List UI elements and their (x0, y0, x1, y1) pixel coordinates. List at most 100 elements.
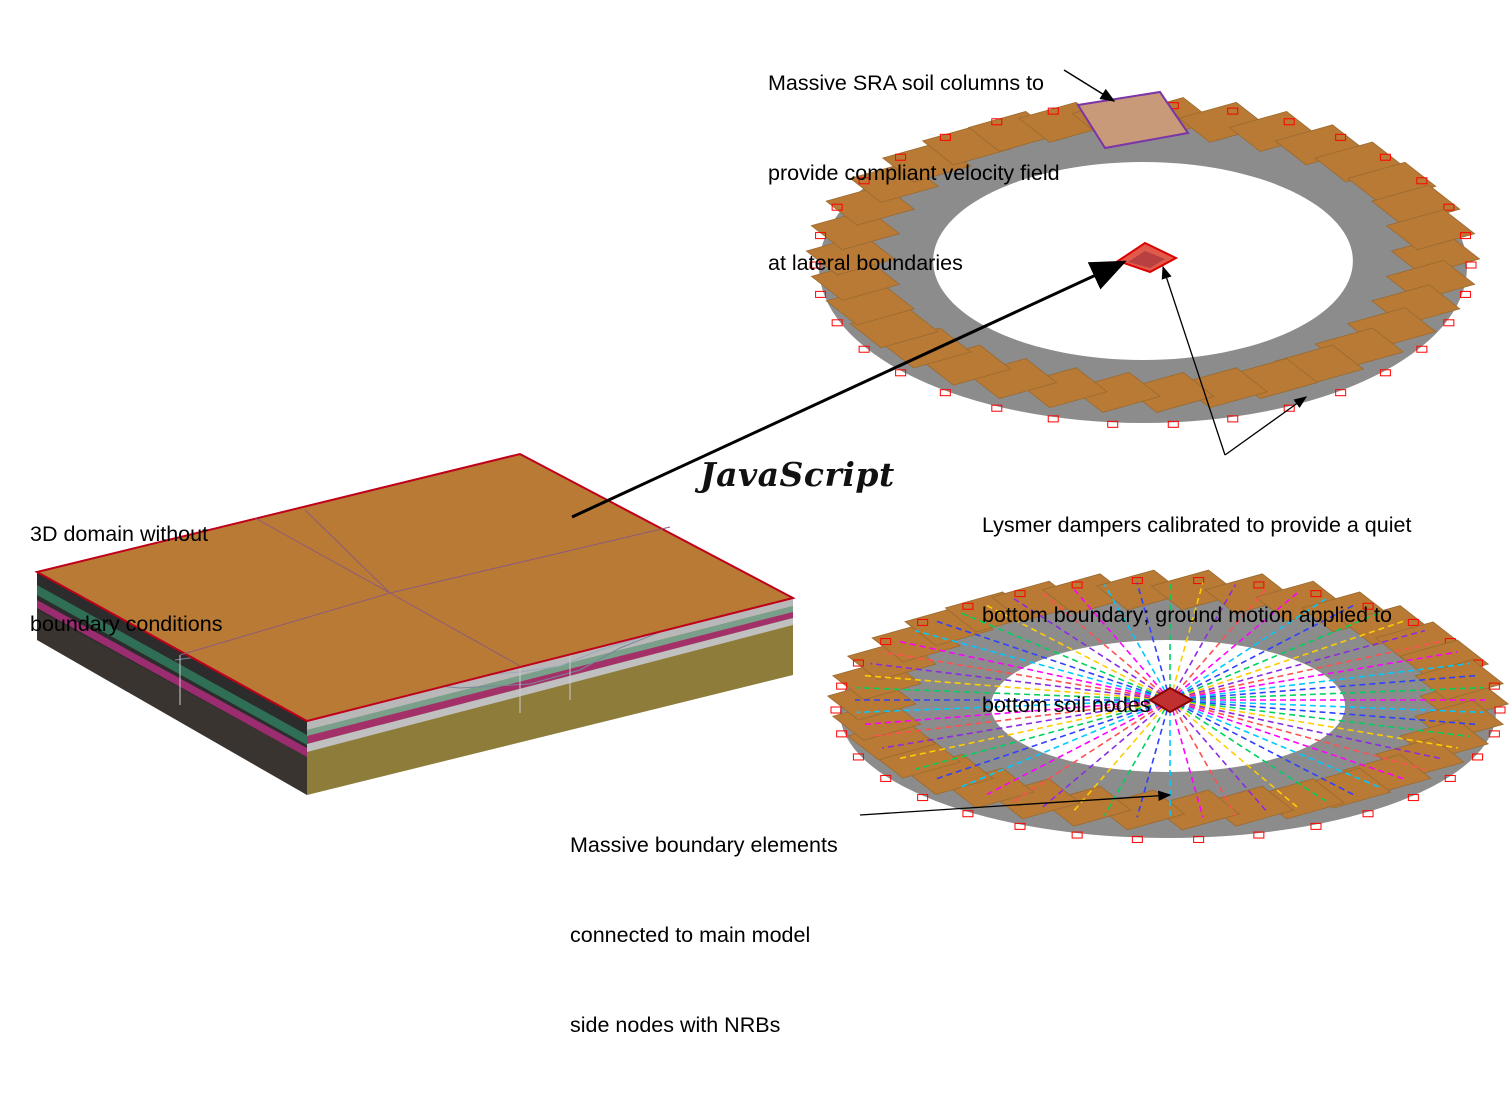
lysmer-damper (1465, 261, 1477, 269)
lysmer-label: Lysmer dampers calibrated to provide a q… (982, 450, 1411, 780)
lysmer-damper (1253, 581, 1265, 589)
lysmer-damper (1379, 369, 1391, 377)
lysmer-damper (1488, 730, 1500, 738)
nrb-link (1169, 651, 1458, 701)
soil-column-top (1125, 371, 1215, 413)
lysmer-damper (852, 753, 864, 761)
arrow-sra-label (1063, 69, 1116, 102)
lysmer-damper (1253, 831, 1265, 839)
nrb-link (1169, 629, 1426, 701)
lysmer-damper (1283, 118, 1295, 126)
lysmer-damper (939, 389, 951, 397)
main-model-footprint-top (1115, 241, 1179, 274)
lysmer-damper (836, 682, 848, 690)
lysmer-damper (858, 177, 870, 185)
nrb-link (1169, 699, 1470, 738)
nrb-link (1169, 611, 1382, 701)
lysmer-damper (895, 369, 907, 377)
nrb-link (1012, 597, 1171, 701)
lysmer-damper (962, 602, 974, 610)
sra-highlighted-column (1076, 90, 1190, 150)
nrb-link (1169, 699, 1237, 816)
nrb-link (1169, 620, 1405, 701)
nrb-link (882, 699, 1171, 749)
nrb-link (958, 699, 1171, 789)
nrb-connector-lines (855, 582, 1485, 818)
nrb-link (1169, 699, 1356, 797)
lysmer-damper (1407, 618, 1419, 626)
nrb-link (1169, 699, 1299, 809)
domain-3d-line-1: 3D domain without (30, 522, 209, 546)
nrb-link (1169, 699, 1458, 749)
nrb-link (1169, 699, 1443, 760)
center-watermark-word: JavaScript (700, 455, 895, 494)
lysmer-damper (1310, 590, 1322, 598)
nrb-link (1012, 699, 1171, 803)
lysmer-damper (1227, 415, 1239, 423)
lysmer-damper (939, 133, 951, 141)
sra-line-1: Massive SRA soil columns to (768, 71, 1045, 95)
lysmer-damper (1488, 682, 1500, 690)
nrb-link (914, 699, 1171, 771)
nrb-link (984, 603, 1171, 701)
nrb-link (882, 651, 1171, 701)
arrow-lysmer-label (1161, 265, 1308, 456)
boundary-element-ring (826, 569, 1510, 843)
lysmer-damper (1167, 420, 1179, 428)
nrb-link (1169, 587, 1268, 701)
sra-line-2: provide compliant velocity field (768, 161, 1060, 185)
lysmer-damper (1193, 577, 1205, 585)
domain-3d-label: 3D domain without boundary conditions (30, 459, 222, 699)
lysmer-damper (962, 810, 974, 818)
nrb-link (861, 699, 1171, 726)
soil-domain-3d (34, 452, 796, 795)
lysmer-damper (917, 618, 929, 626)
nrb-link (897, 699, 1171, 760)
lysmer-damper (1443, 203, 1455, 211)
sra-columns-label: Massive SRA soil columns to provide comp… (768, 8, 1060, 338)
lysmer-damper (1416, 177, 1428, 185)
lysmer-damper (815, 290, 827, 298)
lysmer-damper (1071, 581, 1083, 589)
nrb-link (1169, 662, 1470, 701)
lysmer-damper (1362, 810, 1374, 818)
lysmer-damper (809, 261, 821, 269)
nrb-link (1041, 591, 1171, 701)
nrb-link (861, 674, 1171, 701)
lysmer-damper (1379, 153, 1391, 161)
lysmer-damper (1193, 835, 1205, 843)
nrb-link (1072, 699, 1171, 813)
nrb-link (1169, 603, 1356, 701)
lysmer-damper (836, 730, 848, 738)
nrb-link (935, 620, 1171, 701)
nrb-link (1136, 699, 1171, 818)
nrb-link (1169, 582, 1204, 701)
lysmer-damper (1335, 133, 1347, 141)
nrb-link (1136, 582, 1171, 701)
boundary-line-1: Massive boundary elements (570, 833, 838, 857)
soil-column-top (1385, 209, 1476, 251)
sra-line-3: at lateral boundaries (768, 251, 963, 275)
boundary-line-3: side nodes with NRBs (570, 1013, 781, 1037)
lysmer-damper (1310, 822, 1322, 830)
nrb-link (958, 611, 1171, 701)
lysmer-damper (1335, 389, 1347, 397)
nrb-link (1103, 584, 1171, 701)
nrb-link (1169, 699, 1426, 771)
model-illustration (34, 69, 1510, 843)
nrb-link (1072, 587, 1171, 701)
nrb-link (1169, 674, 1479, 701)
arrow-boundary-label (859, 790, 1172, 816)
lysmer-damper (858, 345, 870, 353)
lysmer-line-2: bottom boundary; ground motion applied t… (982, 603, 1392, 627)
domain-3d-line-2: boundary conditions (30, 612, 223, 636)
nrb-link (1169, 699, 1479, 726)
nrb-link (935, 699, 1171, 780)
lysmer-damper (1494, 706, 1506, 714)
lysmer-damper (852, 659, 864, 667)
nrb-link (856, 699, 1171, 714)
nrb-link (914, 629, 1171, 701)
lysmer-damper (1416, 345, 1428, 353)
nrb-link (870, 699, 1171, 738)
lysmer-damper (1227, 107, 1239, 115)
